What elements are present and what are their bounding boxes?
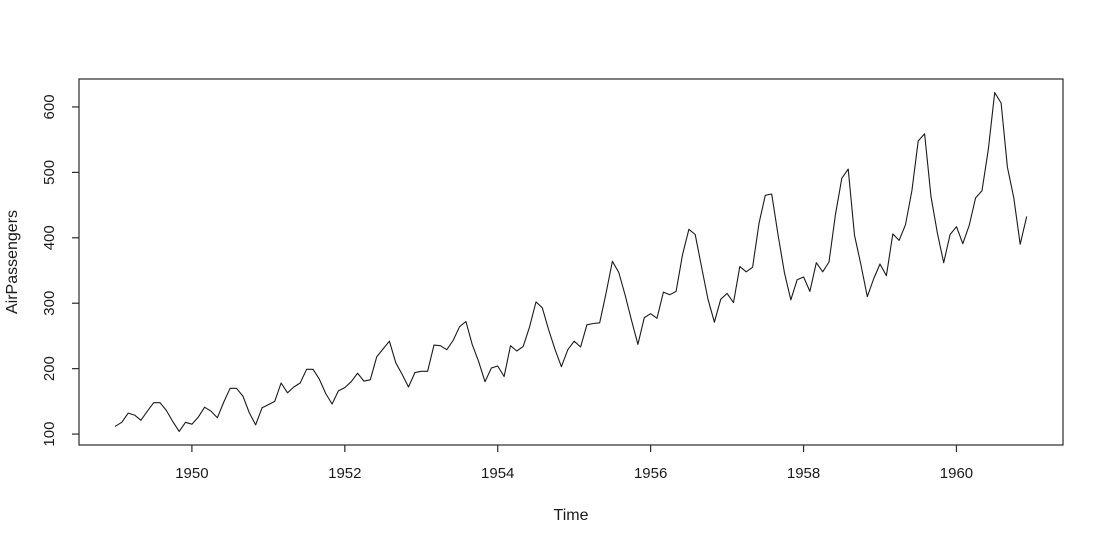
x-tick-label: 1952: [328, 465, 361, 482]
plot-border: [78, 78, 1064, 446]
y-tick-label: 600: [41, 94, 58, 119]
y-tick-label: 100: [41, 422, 58, 447]
x-tick-label: 1960: [940, 465, 973, 482]
y-tick-label: 300: [41, 291, 58, 316]
y-axis-ticks: 100 200 300 400 500 600: [41, 94, 79, 447]
x-tick-label: 1954: [481, 465, 514, 482]
plot-box: [78, 78, 1064, 446]
y-axis-title: AirPassengers: [4, 210, 21, 314]
x-tick-label: 1950: [175, 465, 208, 482]
x-tick-label: 1956: [634, 465, 667, 482]
airpassengers-series-line: [114, 92, 1028, 432]
x-tick-label: 1958: [787, 465, 820, 482]
x-axis-title: Time: [554, 507, 589, 524]
y-tick-label: 400: [41, 225, 58, 250]
series-lines: [114, 92, 1028, 432]
y-tick-label: 500: [41, 160, 58, 185]
y-tick-label: 200: [41, 356, 58, 381]
x-axis-ticks: 1950 1952 1954 1956 1958 1960: [175, 445, 973, 482]
